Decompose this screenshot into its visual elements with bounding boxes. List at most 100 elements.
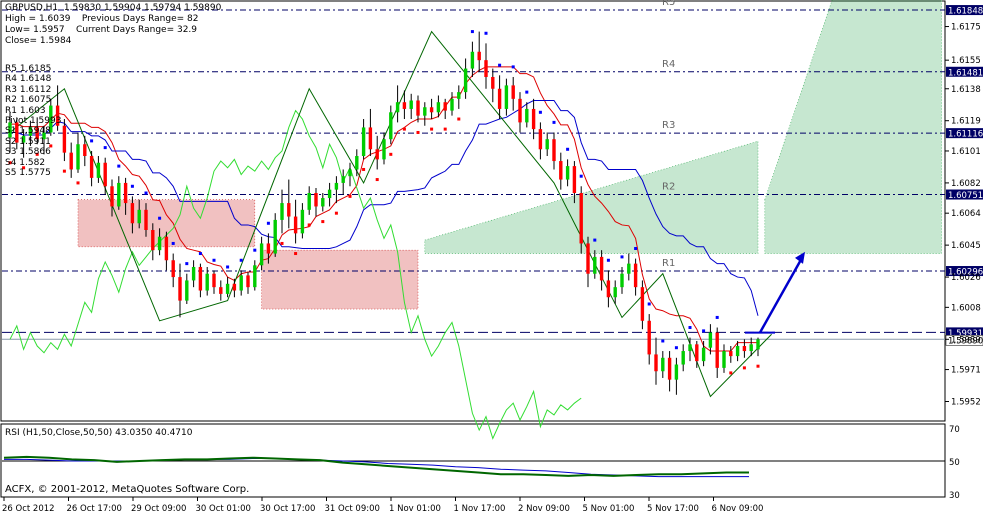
candle-body — [538, 129, 543, 150]
sar-dot — [470, 30, 474, 34]
projection-arrow — [745, 251, 805, 334]
sar-dot — [103, 146, 107, 150]
sar-dot — [90, 139, 94, 143]
price-label-bg — [946, 189, 983, 200]
candle-body — [525, 108, 529, 123]
sar-dot — [457, 117, 461, 121]
pivot-item: R3 1.6112 — [5, 84, 52, 95]
cloud-area — [261, 249, 419, 310]
high-line: High = 1.6039 Previous Days Range= 82 — [5, 14, 199, 24]
pivot-item: R1 1.603 — [5, 105, 46, 116]
candle-body — [198, 266, 203, 291]
candle-body — [504, 85, 509, 109]
time-tick-label: 1 Nov 01:00 — [389, 504, 441, 514]
candle-body — [599, 256, 604, 281]
sar-dot — [375, 178, 379, 182]
bid-label: 1.59890 — [948, 336, 983, 346]
candle-body — [661, 357, 665, 372]
sar-dot — [538, 110, 542, 114]
candle-body — [531, 108, 536, 130]
kijun-line — [10, 100, 759, 316]
candle-body — [130, 203, 135, 224]
candle-body — [640, 287, 645, 321]
pivot-list: R5 1.6185 R4 1.6148 R3 1.6112 R2 1.6075 … — [5, 64, 61, 178]
candle-body — [491, 76, 495, 89]
candle-body — [246, 275, 250, 288]
candle-body — [15, 122, 19, 143]
time-tick-label: 26 Oct 17:00 — [67, 504, 122, 514]
candle-body — [327, 189, 332, 199]
candle-body — [545, 139, 549, 150]
time-tick-label: 30 Oct 17:00 — [260, 504, 315, 514]
candle-body — [273, 219, 277, 254]
candle-body — [110, 186, 114, 207]
candle-body — [749, 344, 753, 352]
candle-body — [355, 156, 359, 170]
low-line: Low= 1.5957 Current Days Range= 32.9 — [5, 25, 198, 35]
price-tick-label: 1.6045 — [951, 241, 981, 251]
candle-body — [586, 243, 590, 274]
candle-body — [8, 122, 12, 138]
candle-body — [429, 107, 434, 113]
candle-body — [518, 98, 522, 123]
candle-body — [76, 144, 80, 170]
candle-body — [137, 209, 141, 224]
sar-dot — [742, 366, 746, 370]
candles — [8, 31, 760, 395]
main-frame — [0, 0, 946, 422]
candle-body — [511, 85, 515, 99]
candle-body — [164, 236, 169, 261]
sar-dot — [62, 169, 66, 173]
candle-body — [144, 209, 148, 230]
candle-body — [443, 102, 447, 111]
candle-body — [151, 229, 155, 251]
time-tick-label: 6 Nov 09:00 — [712, 504, 764, 514]
price-label: 1.60296 — [948, 268, 983, 278]
candle-body — [266, 243, 271, 254]
rsi-tick-label: 50 — [949, 458, 960, 468]
candle-body — [477, 51, 481, 61]
parabolic-sar — [8, 30, 760, 375]
pivot-levels: R5 R4 R3 R2 R1 — [2, 0, 945, 340]
sar-dot — [307, 223, 311, 227]
candle-body — [729, 351, 733, 357]
candle-body — [185, 280, 189, 301]
time-tick-label: 5 Nov 01:00 — [583, 504, 635, 514]
candle-body — [253, 265, 257, 288]
candle-body — [627, 263, 631, 274]
candle-body — [681, 351, 685, 365]
price-tick-label: 1.6155 — [951, 56, 981, 66]
sar-dot — [144, 191, 148, 195]
candle-body — [280, 203, 284, 220]
price-tick-label: 1.6008 — [951, 303, 981, 313]
candle-body — [219, 287, 223, 294]
sar-dot — [130, 184, 134, 188]
price-label: 1.61481 — [948, 68, 983, 78]
sar-dot — [280, 241, 284, 245]
candle-body — [579, 193, 583, 244]
price-tick-label: 1.6101 — [951, 147, 981, 157]
candle-body — [55, 105, 60, 126]
candle-body — [436, 102, 441, 113]
price-tick-label: 1.6119 — [951, 117, 981, 127]
pivot-item: Pivot 1.5993 — [5, 116, 62, 127]
price-tick-label: 1.6138 — [951, 85, 981, 95]
sar-dot — [688, 326, 692, 330]
time-tick-label: 29 Oct 09:00 — [131, 504, 186, 514]
candle-body — [96, 162, 101, 178]
price-tick-label: 1.5952 — [951, 398, 981, 408]
arrow-shaft — [758, 257, 804, 334]
sar-dot — [756, 364, 760, 368]
candle-body — [103, 162, 107, 187]
candle-body — [695, 344, 699, 362]
candle-body — [756, 339, 760, 350]
close-line: Close= 1.5984 — [5, 36, 72, 46]
candle-body — [457, 92, 461, 99]
cloud-area — [764, 0, 942, 254]
rsi-tick-label: 70 — [949, 425, 960, 435]
sar-dot — [484, 31, 488, 35]
candle-body — [688, 344, 692, 352]
sar-dot — [552, 120, 556, 124]
sar-dot — [702, 329, 706, 333]
sar-dot — [430, 127, 434, 131]
